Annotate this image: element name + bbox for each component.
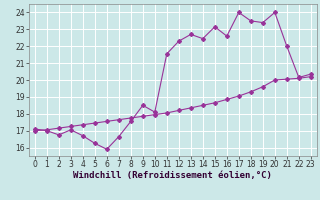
X-axis label: Windchill (Refroidissement éolien,°C): Windchill (Refroidissement éolien,°C) [73,171,272,180]
